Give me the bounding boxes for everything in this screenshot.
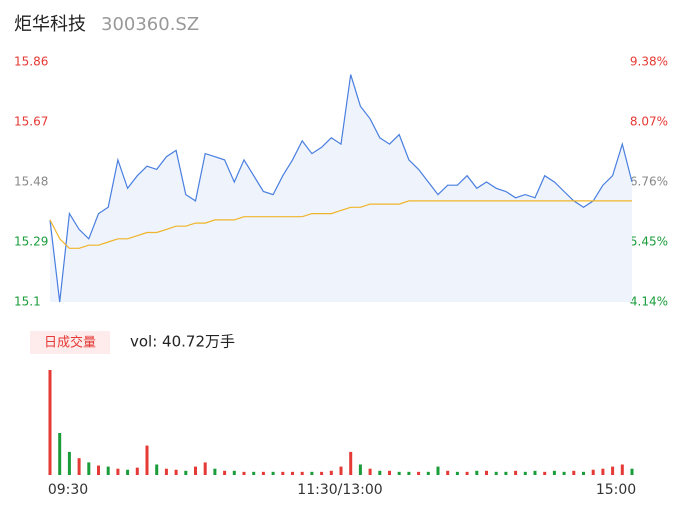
volume-bar <box>407 471 411 475</box>
volume-bar <box>320 471 324 475</box>
volume-bar <box>417 471 421 475</box>
volume-bar <box>135 467 139 475</box>
volume-bar <box>106 466 110 475</box>
volume-bar <box>48 370 52 475</box>
volume-bar <box>67 451 71 475</box>
volume-bar <box>601 468 605 475</box>
volume-bar <box>582 471 585 475</box>
volume-bar <box>203 462 207 475</box>
volume-bar <box>232 470 236 475</box>
volume-bar <box>446 470 450 475</box>
stock-name: 炬华科技 <box>14 14 86 35</box>
volume-bar <box>339 466 343 475</box>
volume-bar <box>329 470 333 475</box>
volume-bar <box>523 471 527 475</box>
volume-bar <box>300 471 304 475</box>
volume-bar <box>465 471 469 475</box>
volume-bar <box>213 468 217 475</box>
volume-bar <box>552 470 556 475</box>
volume-bar <box>349 451 353 475</box>
volume-bar <box>378 470 382 475</box>
volume-bar <box>194 466 197 475</box>
volume-bar <box>310 471 314 475</box>
volume-bar <box>261 471 265 475</box>
volume-bar <box>126 469 130 475</box>
volume-bar <box>388 470 391 475</box>
volume-bar <box>242 471 246 475</box>
volume-bar <box>58 433 62 475</box>
y2-tick-label: 9.38% <box>630 55 668 69</box>
x-tick-label: 11:30/13:00 <box>297 482 382 498</box>
volume-bar <box>436 466 440 475</box>
volume-bar <box>155 464 159 475</box>
volume-bar <box>572 470 576 475</box>
volume-bar <box>397 471 401 475</box>
y-tick-label: 15.48 <box>14 175 48 189</box>
y2-tick-label: 8.07% <box>630 115 668 129</box>
volume-bar <box>485 470 488 475</box>
volume-bar <box>223 470 227 475</box>
y2-tick-label: 4.14% <box>630 295 668 309</box>
volume-bar <box>252 471 256 475</box>
volume-bar <box>533 470 537 475</box>
average-line <box>49 200 632 249</box>
volume-bar <box>514 470 518 475</box>
price-area <box>50 74 632 302</box>
volume-bar <box>97 465 100 475</box>
price-line <box>49 74 633 303</box>
volume-bar <box>77 458 81 475</box>
volume-bar <box>591 469 595 475</box>
y2-tick-label: 6.76% <box>630 175 668 189</box>
volume-bar <box>562 471 566 475</box>
volume-bar <box>116 468 120 475</box>
y-tick-label: 15.67 <box>14 115 48 129</box>
volume-label: vol: 40.72万手 <box>130 333 235 351</box>
stock-code: 300360.SZ <box>101 14 199 35</box>
volume-badge: 日成交量 <box>44 335 96 351</box>
volume-bar <box>475 470 479 475</box>
volume-bar <box>494 471 498 475</box>
volume-bar <box>358 464 362 475</box>
y-tick-label: 15.86 <box>14 55 48 69</box>
volume-bar <box>611 466 615 475</box>
volume-bar <box>281 471 285 475</box>
x-tick-label: 09:30 <box>48 482 88 498</box>
volume-bar <box>184 470 188 475</box>
volume-bar <box>426 471 430 475</box>
y-tick-label: 15.29 <box>14 235 48 249</box>
volume-bar <box>630 468 634 475</box>
volume-bar <box>87 462 91 475</box>
volume-badge-bg <box>30 331 110 354</box>
volume-bar <box>455 471 459 475</box>
volume-bar <box>620 464 624 475</box>
volume-bar <box>145 445 149 475</box>
x-tick-label: 15:00 <box>596 482 636 498</box>
volume-bar <box>174 469 178 475</box>
y2-tick-label: 5.45% <box>630 235 668 249</box>
volume-bar <box>368 468 372 475</box>
volume-bar <box>543 471 547 475</box>
y-tick-label: 15.1 <box>14 295 41 309</box>
volume-bar <box>504 471 508 475</box>
volume-bar <box>271 471 275 475</box>
volume-bar <box>164 468 168 475</box>
volume-bar <box>291 471 294 475</box>
